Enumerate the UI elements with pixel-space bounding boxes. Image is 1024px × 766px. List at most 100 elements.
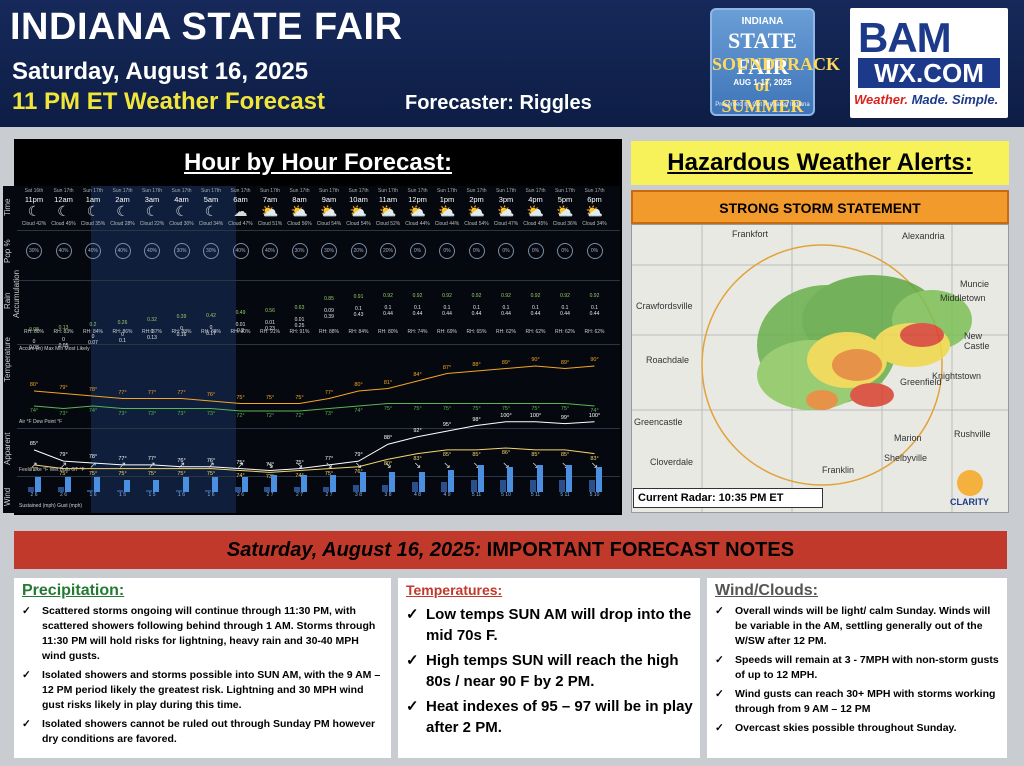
wind-values: 2 7 xyxy=(255,492,285,498)
hour-time: 1pm xyxy=(439,195,455,204)
rain-likely: 0 xyxy=(150,329,154,336)
hour-time: 5am xyxy=(203,195,219,204)
hour-day: Sun 17th xyxy=(141,188,163,194)
hour-time: 6am xyxy=(233,195,248,204)
weather-icon: ☾ xyxy=(27,203,41,219)
rain-max: 0.85 xyxy=(324,296,334,302)
wind-arrow-icon: ↗ xyxy=(236,460,245,470)
rain-max: 0.56 xyxy=(265,307,275,314)
dew-point: 75° xyxy=(383,405,393,412)
rain-likely: 0.1 xyxy=(561,305,569,312)
cloud-cover: Cloud 54% xyxy=(346,221,371,227)
weather-icon: ☁ xyxy=(233,203,248,219)
dew-point-line xyxy=(33,403,595,412)
forecaster-name: Forecaster: Riggles xyxy=(405,92,592,114)
pop-bubble: 0% xyxy=(439,243,455,259)
wind-values: 2 7 xyxy=(314,492,344,498)
humidity: RH: 91% xyxy=(289,329,310,335)
hour-time: 5pm xyxy=(557,195,573,204)
wind-arrow-icon: ↘ xyxy=(325,460,333,470)
dew-point: 74° xyxy=(354,408,363,414)
rain-max: 0.26 xyxy=(117,319,128,326)
pop-bubble: 40% xyxy=(262,243,278,259)
radar-map: Frankfort Alexandria Muncie Middletown N… xyxy=(631,224,1009,513)
note-item: Low temps SUN AM will drop into the mid … xyxy=(404,604,694,646)
accum-legend: Accum (in) Max Min Most Likely xyxy=(19,346,90,352)
weather-icon: ⛅ xyxy=(349,203,368,219)
wet-bulb: 74° xyxy=(295,472,304,479)
wind-values: 1 6 xyxy=(167,492,197,498)
forecast-subtitle: 11 PM ET Weather Forecast xyxy=(12,88,326,115)
humidity: RH: 84% xyxy=(348,329,369,335)
cloud-cover: Cloud 28% xyxy=(110,221,135,227)
dew-point: 75° xyxy=(472,405,481,412)
rain-likely: 0 xyxy=(121,331,124,338)
rain-min: 0.39 xyxy=(324,314,334,320)
hour-time: 2am xyxy=(115,195,130,204)
rain-max: 0.92 xyxy=(442,293,452,300)
rain-max: 0.08 xyxy=(29,326,39,333)
hour-time: 12pm xyxy=(408,195,427,204)
pop-bubble: 40% xyxy=(55,243,72,259)
sustained-value: 5 xyxy=(560,492,564,498)
wind-clouds-notes: Wind/Clouds: Overall winds will be light… xyxy=(707,578,1007,758)
precipitation-notes: Precipitation: Scattered storms ongoing … xyxy=(14,578,391,758)
rain-min: 0.44 xyxy=(471,311,482,318)
sustained-bar xyxy=(264,487,270,492)
rain-max: 0.92 xyxy=(501,293,511,300)
gust-value: 6 xyxy=(64,492,67,498)
sustained-value: 1 xyxy=(148,492,152,498)
weather-icon: ⛅ xyxy=(526,203,545,219)
weather-icon: ⛅ xyxy=(320,203,338,219)
wet-bulb: 83° xyxy=(413,455,422,462)
rain-max: 0.92 xyxy=(560,293,570,300)
wind-values: 5 10 xyxy=(491,492,521,498)
hour-day: Sun 17th xyxy=(584,188,605,194)
sustained-value: 2 xyxy=(296,492,299,498)
rain-likely: 0 xyxy=(209,325,213,332)
rain-max: 0.92 xyxy=(383,293,393,300)
hour-day: Sun 17th xyxy=(466,188,487,194)
sustained-bar xyxy=(205,489,211,492)
hour-by-hour-title: Hour by Hour Forecast: xyxy=(183,149,453,176)
pop-bubble: 30% xyxy=(291,243,308,259)
pop-bubble: 0% xyxy=(557,243,573,259)
wet-bulb: 85° xyxy=(442,451,452,458)
sustained-bar xyxy=(146,489,152,492)
cloud-cover: Cloud 47% xyxy=(493,221,519,227)
hour-time: 3pm xyxy=(498,195,514,204)
rain-max: 0.32 xyxy=(147,317,157,324)
rain-min: 0.43 xyxy=(353,311,364,318)
feels-like: 88° xyxy=(383,435,393,442)
gust-bar xyxy=(566,464,572,492)
wind-arrow-icon: ↗ xyxy=(89,460,97,470)
hour-day: Sun 17th xyxy=(259,188,281,194)
sustained-value: 4 xyxy=(414,492,417,498)
feels-like: 79° xyxy=(59,452,68,459)
wind-arrow-icon: ↗ xyxy=(118,460,127,470)
note-item: Heat indexes of 95 – 97 will be in play … xyxy=(404,696,694,738)
feels-like: 77° xyxy=(324,455,334,462)
hour-time: 7am xyxy=(262,195,278,204)
wet-bulb: 75° xyxy=(206,470,216,477)
hour-day: Sun 17th xyxy=(348,188,369,194)
sustained-bar xyxy=(175,489,182,492)
air-temp: 78° xyxy=(88,387,98,393)
rain-likely: 0 xyxy=(180,326,183,333)
rain-likely: 0.01 xyxy=(294,316,305,323)
note-item: Speeds will remain at 3 - 7MPH with non-… xyxy=(713,653,1001,683)
wet-bulb: 75° xyxy=(88,470,98,477)
apparent-legend: Feels Like °F Wet Bulb GT °F xyxy=(19,467,85,473)
sustained-bar xyxy=(411,482,418,492)
weather-icon: ☾ xyxy=(57,203,70,219)
rain-min: 0.44 xyxy=(589,311,600,318)
hazard-alerts-title: Hazardous Weather Alerts: xyxy=(667,149,973,176)
sustained-value: 1 xyxy=(178,492,181,498)
rain-likely: 0.1 xyxy=(532,305,539,312)
sustained-bar xyxy=(293,487,300,492)
wet-bulb: 75° xyxy=(177,470,186,477)
gust-bar xyxy=(448,469,454,492)
rain-min: 0.1 xyxy=(119,337,126,344)
pop-bubble: 40% xyxy=(85,243,101,259)
sustained-value: 1 xyxy=(89,492,93,498)
